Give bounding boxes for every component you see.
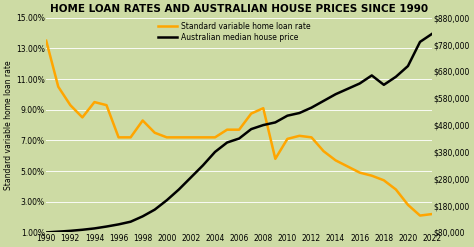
Standard variable home loan rate — [429, 213, 435, 216]
Standard variable home loan rate — [91, 101, 97, 103]
Australian median house price — [128, 220, 134, 223]
Australian median house price — [188, 176, 194, 179]
Standard variable home loan rate — [104, 104, 109, 107]
Standard variable home loan rate — [116, 136, 121, 139]
Australian median house price — [260, 124, 266, 126]
Standard variable home loan rate — [80, 116, 85, 119]
Standard variable home loan rate — [237, 128, 242, 131]
Standard variable home loan rate — [357, 171, 363, 174]
Australian median house price — [200, 164, 206, 167]
Australian median house price — [104, 225, 109, 228]
Australian median house price — [116, 223, 121, 226]
Standard variable home loan rate — [176, 136, 182, 139]
Australian median house price — [152, 208, 157, 211]
Standard variable home loan rate — [200, 136, 206, 139]
Australian median house price — [369, 74, 374, 77]
Australian median house price — [237, 137, 242, 140]
Standard variable home loan rate — [140, 119, 146, 122]
Standard variable home loan rate — [67, 104, 73, 107]
Australian median house price — [393, 75, 399, 78]
Standard variable home loan rate — [55, 85, 61, 88]
Australian median house price — [345, 87, 350, 90]
Standard variable home loan rate — [297, 134, 302, 137]
Standard variable home loan rate — [43, 39, 49, 42]
Standard variable home loan rate — [152, 131, 157, 134]
Australian median house price — [212, 150, 218, 153]
Standard variable home loan rate — [333, 159, 338, 162]
Standard variable home loan rate — [309, 136, 314, 139]
Standard variable home loan rate — [164, 136, 170, 139]
Australian median house price — [284, 114, 290, 117]
Standard variable home loan rate — [248, 112, 254, 115]
Australian median house price — [80, 228, 85, 231]
Australian median house price — [297, 112, 302, 115]
Australian median house price — [429, 32, 435, 35]
Australian median house price — [309, 106, 314, 109]
Standard variable home loan rate — [128, 136, 134, 139]
Standard variable home loan rate — [369, 174, 374, 177]
Australian median house price — [67, 229, 73, 232]
Standard variable home loan rate — [224, 128, 230, 131]
Australian median house price — [140, 215, 146, 218]
Australian median house price — [417, 41, 423, 43]
Standard variable home loan rate — [345, 165, 350, 168]
Standard variable home loan rate — [260, 107, 266, 110]
Australian median house price — [176, 188, 182, 191]
Title: HOME LOAN RATES AND AUSTRALIAN HOUSE PRICES SINCE 1990: HOME LOAN RATES AND AUSTRALIAN HOUSE PRI… — [50, 4, 428, 14]
Legend: Standard variable home loan rate, Australian median house price: Standard variable home loan rate, Austra… — [158, 21, 310, 42]
Standard variable home loan rate — [273, 157, 278, 160]
Australian median house price — [333, 93, 338, 96]
Australian median house price — [381, 83, 387, 86]
Australian median house price — [55, 230, 61, 233]
Standard variable home loan rate — [381, 179, 387, 182]
Australian median house price — [273, 121, 278, 124]
Standard variable home loan rate — [393, 188, 399, 191]
Australian median house price — [321, 100, 327, 103]
Australian median house price — [224, 141, 230, 144]
Line: Australian median house price: Australian median house price — [46, 34, 432, 232]
Standard variable home loan rate — [284, 137, 290, 140]
Standard variable home loan rate — [321, 150, 327, 153]
Australian median house price — [91, 227, 97, 230]
Standard variable home loan rate — [417, 214, 423, 217]
Australian median house price — [164, 199, 170, 202]
Standard variable home loan rate — [212, 136, 218, 139]
Line: Standard variable home loan rate: Standard variable home loan rate — [46, 41, 432, 216]
Standard variable home loan rate — [188, 136, 194, 139]
Standard variable home loan rate — [405, 203, 411, 206]
Y-axis label: Standard variable home loan rate: Standard variable home loan rate — [4, 60, 13, 190]
Australian median house price — [405, 64, 411, 67]
Australian median house price — [357, 82, 363, 85]
Australian median house price — [43, 231, 49, 234]
Australian median house price — [248, 128, 254, 131]
